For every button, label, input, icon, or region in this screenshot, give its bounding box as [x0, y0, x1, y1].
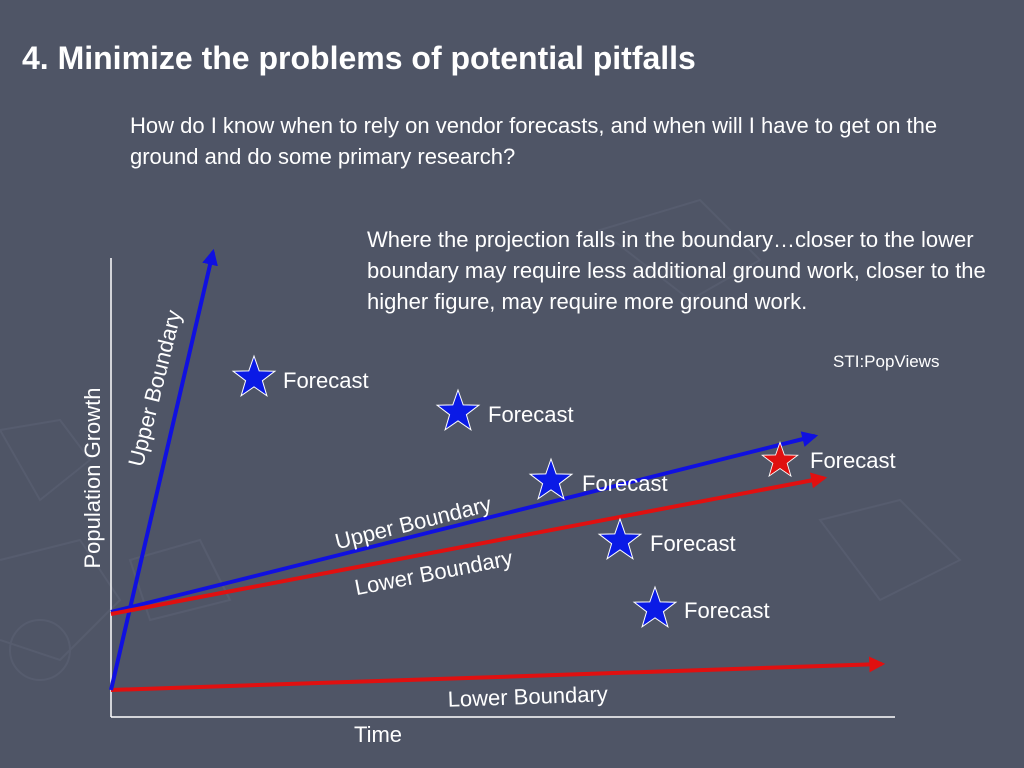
forecast-marker: Forecast [633, 586, 770, 628]
forecast-star-icon [436, 389, 480, 431]
forecast-star-icon [529, 458, 573, 500]
forecast-marker: Forecast [232, 355, 369, 397]
question-text: How do I know when to rely on vendor for… [130, 113, 938, 169]
forecast-label: Forecast [488, 402, 574, 427]
forecast-label: Forecast [283, 368, 369, 393]
y-axis-label: Population Growth [80, 388, 105, 569]
forecast-label: Forecast [650, 531, 736, 556]
lower-boundary-line [110, 472, 828, 616]
forecast-marker: Forecast [529, 458, 668, 500]
explanation-text: Where the projection falls in the bounda… [367, 227, 986, 314]
forecast-star-icon [633, 586, 677, 628]
forecast-label: Forecast [582, 471, 668, 496]
slide-title: 4. Minimize the problems of potential pi… [22, 40, 696, 76]
lower-boundary-bottom-line [110, 656, 886, 692]
upper-boundary-steep-label: Upper Boundary [123, 307, 186, 469]
x-axis-label: Time [354, 722, 402, 747]
forecast-star-icon [598, 518, 642, 560]
forecast-label: Forecast [684, 598, 770, 623]
forecast-marker: Forecast [761, 441, 896, 477]
forecast-marker: Forecast [436, 389, 574, 431]
forecast-label: Forecast [810, 448, 896, 473]
lower-boundary-bottom-label: Lower Boundary [447, 681, 608, 712]
source-label: STI:PopViews [833, 352, 940, 371]
upper-boundary-line [110, 431, 819, 614]
forecast-marker: Forecast [598, 518, 736, 560]
forecast-star-icon [232, 355, 276, 397]
upper-boundary-steep-line [109, 248, 218, 691]
